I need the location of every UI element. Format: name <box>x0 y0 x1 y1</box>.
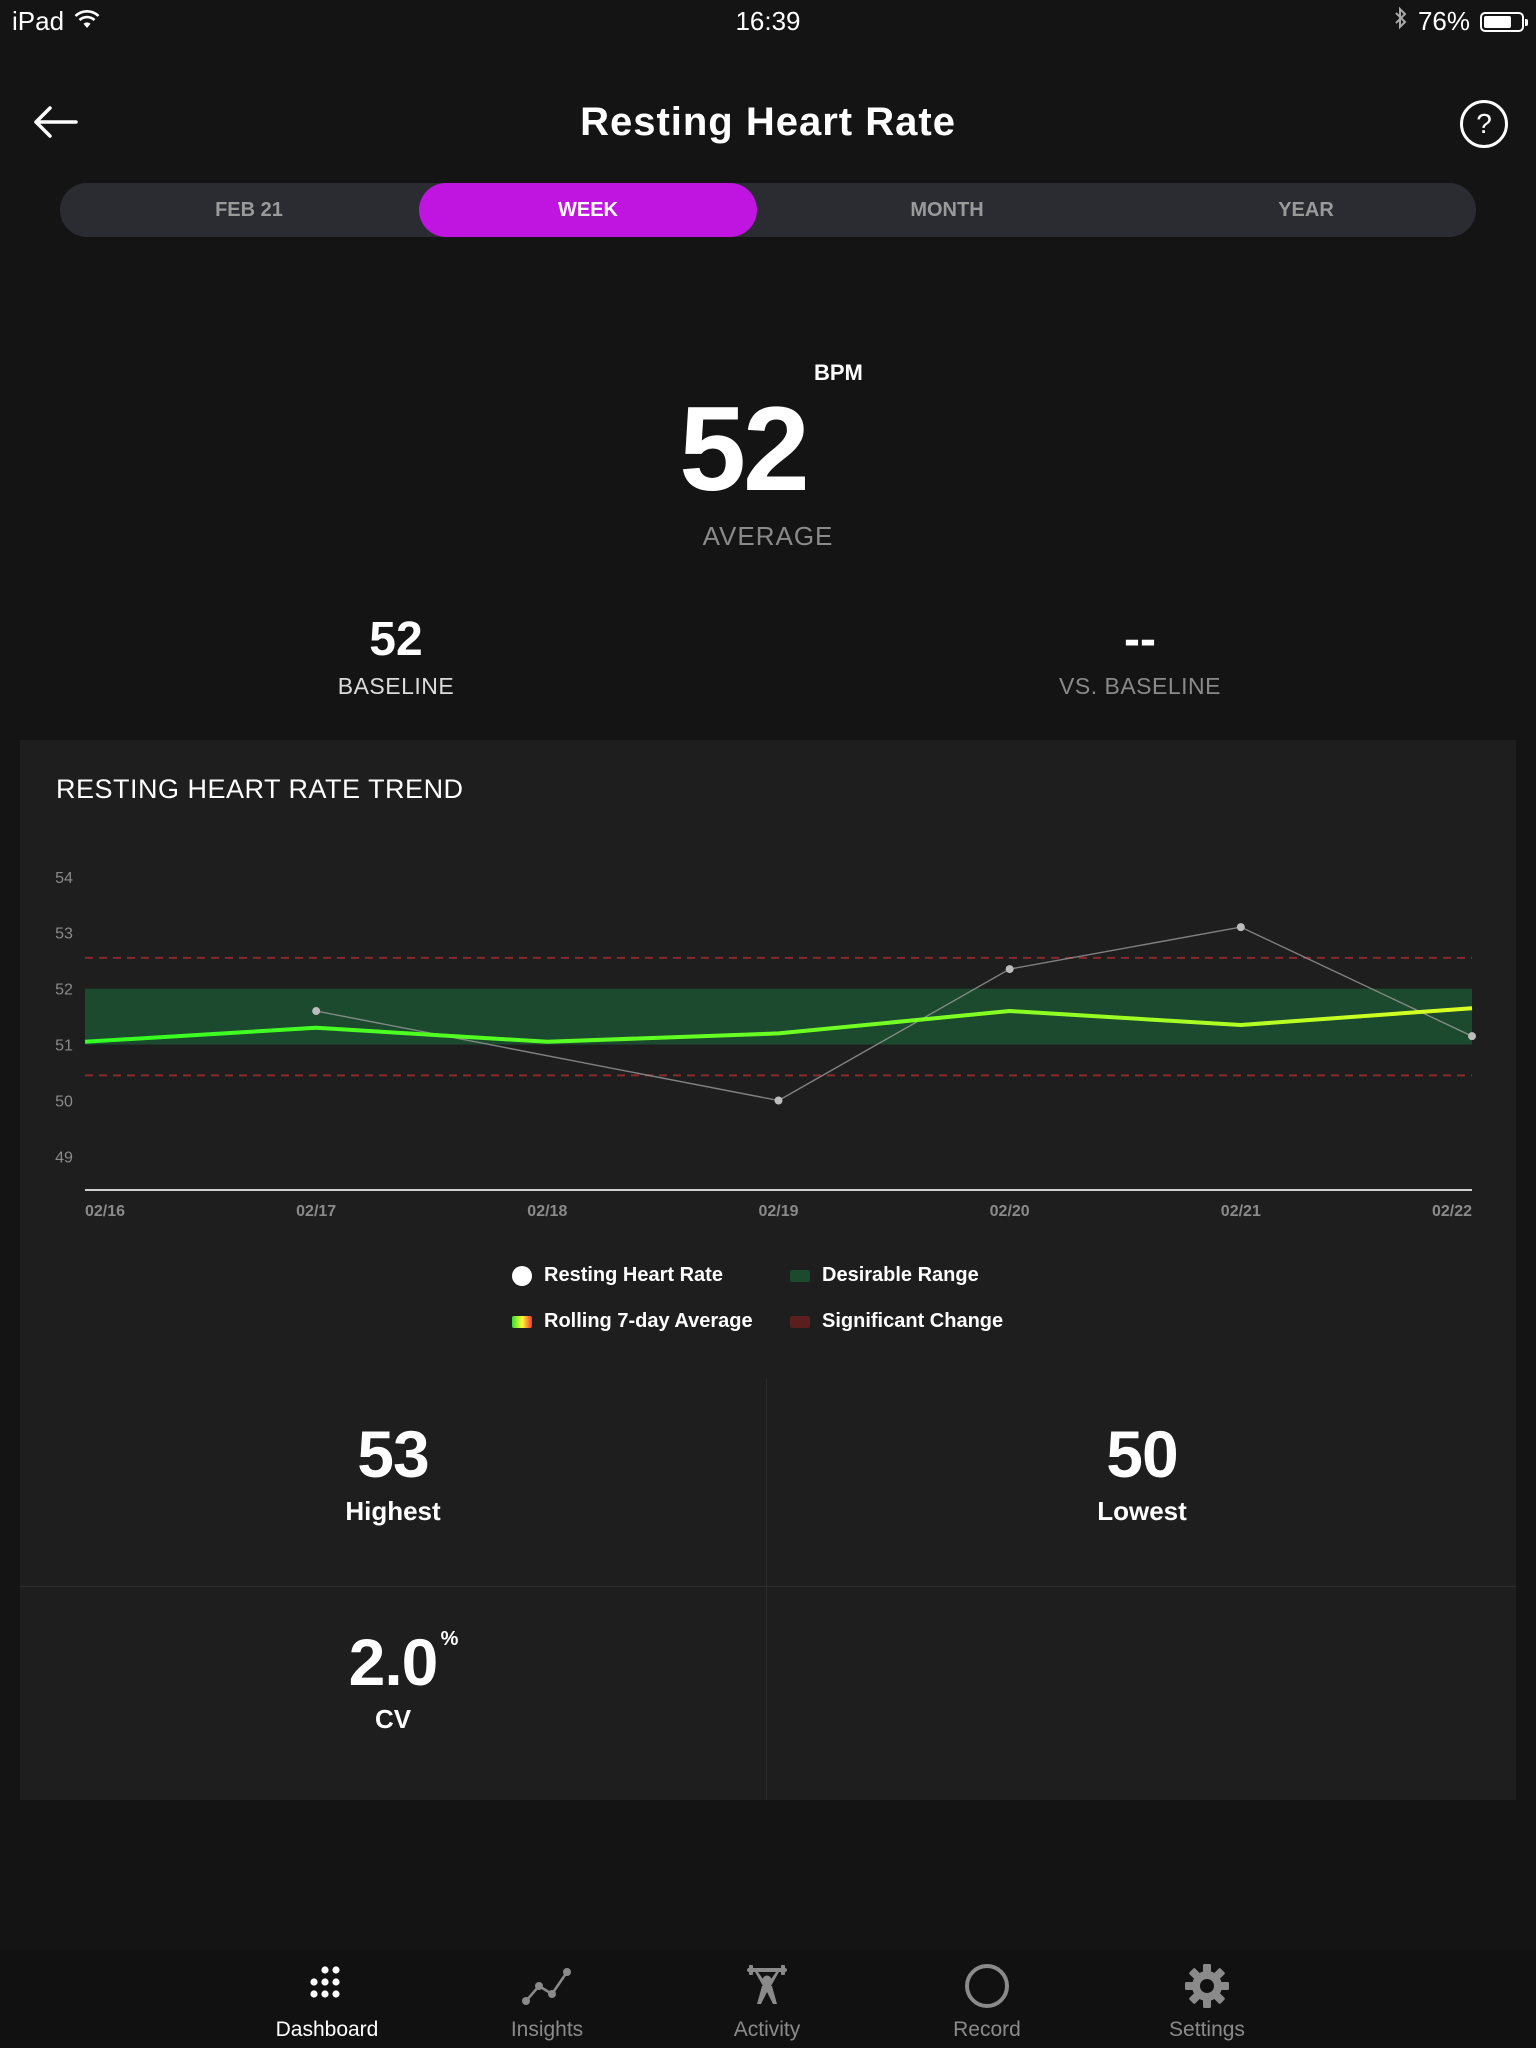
x-tick-label: 02/19 <box>758 1203 798 1220</box>
period-selector: FEB 21 WEEK MONTH YEAR <box>60 183 1476 237</box>
desirable-range-band <box>85 988 1472 1045</box>
y-tick-label: 50 <box>55 1094 73 1111</box>
highest-label: Highest <box>345 1496 441 1526</box>
lowest-label: Lowest <box>1097 1496 1187 1526</box>
y-tick-label: 53 <box>55 926 73 943</box>
legend-label: Resting Heart Rate <box>544 1264 723 1286</box>
resting-heart-rate-point <box>1005 965 1014 974</box>
white-dot-icon <box>512 1265 532 1286</box>
rolling-average-line <box>84 1006 1473 1044</box>
green-swatch-icon <box>790 1269 810 1282</box>
baseline-label: BASELINE <box>337 673 455 699</box>
gradient-swatch-icon <box>512 1315 532 1328</box>
back-arrow-icon <box>34 106 78 138</box>
lowest-value: 50 <box>1106 1417 1178 1491</box>
cv-metric: 2.0% CV <box>243 1624 543 1735</box>
tab-label: Record <box>953 2018 1021 2041</box>
battery-icon <box>1480 11 1528 32</box>
legend-significant-change: Significant Change <box>790 1310 1003 1333</box>
resting-heart-rate-point <box>1236 923 1245 932</box>
x-tick-label: 02/16 <box>85 1203 125 1220</box>
legend-label: Significant Change <box>822 1310 1004 1332</box>
vs-baseline-value: -- <box>1124 613 1156 666</box>
trend-chart: 54 53 52 51 50 49 02/16 02/17 02/18 02/19 02/20 02/… <box>55 870 1476 1220</box>
resting-heart-rate-point <box>312 1007 321 1016</box>
tab-record[interactable]: Record <box>907 1958 1067 2042</box>
tab-dashboard[interactable]: Dashboard <box>247 1958 407 2042</box>
cv-unit: % <box>440 1628 459 1650</box>
gear-icon <box>1185 1964 1229 2008</box>
resting-heart-rate-point <box>1468 1032 1476 1041</box>
tab-label: Activity <box>733 2018 801 2041</box>
baseline-stat: 52 BASELINE <box>246 612 546 700</box>
back-button[interactable] <box>30 96 94 148</box>
insights-icon <box>522 1968 571 2005</box>
x-tick-label: 02/21 <box>1221 1203 1261 1220</box>
tab-year[interactable]: YEAR <box>1278 199 1334 221</box>
help-icon: ? <box>1476 108 1492 139</box>
y-tick-label: 54 <box>55 870 73 887</box>
page-title: Resting Heart Rate <box>580 100 956 144</box>
red-swatch-icon <box>790 1315 810 1328</box>
legend-desirable-range: Desirable Range <box>790 1264 979 1287</box>
y-tick-label: 51 <box>55 1038 73 1055</box>
trend-card <box>20 740 1516 1800</box>
highest-value: 53 <box>357 1417 429 1491</box>
x-tick-label: 02/20 <box>990 1203 1030 1220</box>
vs-baseline-stat: -- VS. BASELINE <box>990 612 1290 700</box>
y-tick-label: 49 <box>55 1149 73 1166</box>
highest-metric: 53 Highest <box>243 1416 543 1527</box>
clock: 16:39 <box>735 6 801 36</box>
lowest-metric: 50 Lowest <box>992 1416 1292 1527</box>
x-tick-label: 02/22 <box>1432 1203 1472 1220</box>
bluetooth-icon <box>1394 6 1408 37</box>
vs-baseline-label: VS. BASELINE <box>1059 673 1221 699</box>
tab-settings[interactable]: Settings <box>1127 1958 1287 2042</box>
dots-grid-icon <box>310 1966 340 1998</box>
cv-label: CV <box>374 1704 412 1734</box>
y-tick-label: 52 <box>55 982 73 999</box>
trend-title: RESTING HEART RATE TREND <box>56 774 464 804</box>
tab-bar <box>0 1950 1536 2048</box>
device-name: iPad <box>12 6 65 36</box>
x-tick-label: 02/17 <box>296 1203 336 1220</box>
battery-percent: 76% <box>1417 6 1470 36</box>
tab-label: Settings <box>1169 2018 1245 2041</box>
legend-rolling-average: Rolling 7-day Average <box>512 1310 753 1333</box>
status-bar: iPad 16:39 76% <box>0 0 1536 42</box>
average-unit: BPM <box>814 360 863 385</box>
record-circle-icon <box>965 1964 1009 2008</box>
tab-label: Insights <box>510 2018 584 2041</box>
tab-label: Dashboard <box>275 2018 379 2041</box>
tab-insights[interactable]: Insights <box>467 1958 627 2042</box>
legend-label: Desirable Range <box>822 1264 979 1286</box>
x-tick-label: 02/18 <box>527 1203 567 1220</box>
metrics-divider-vertical <box>766 1378 767 1800</box>
metrics-divider-horizontal <box>20 1586 1516 1587</box>
tab-feb-21[interactable]: FEB 21 <box>215 199 283 221</box>
tab-month[interactable]: MONTH <box>910 199 984 221</box>
help-button[interactable]: ? <box>1460 100 1508 148</box>
legend-label: Rolling 7-day Average <box>544 1310 753 1332</box>
cv-value: 2.0 <box>348 1625 439 1699</box>
average-value: 52 <box>679 382 809 516</box>
legend-resting-heart-rate: Resting Heart Rate <box>512 1264 723 1287</box>
weightlifter-icon <box>747 1965 787 2004</box>
wifi-icon <box>74 6 100 37</box>
tab-week[interactable]: WEEK <box>419 183 757 237</box>
average-label: AVERAGE <box>702 521 834 551</box>
baseline-value: 52 <box>369 613 423 666</box>
resting-heart-rate-point <box>774 1096 783 1105</box>
tab-activity[interactable]: Activity <box>687 1958 847 2042</box>
